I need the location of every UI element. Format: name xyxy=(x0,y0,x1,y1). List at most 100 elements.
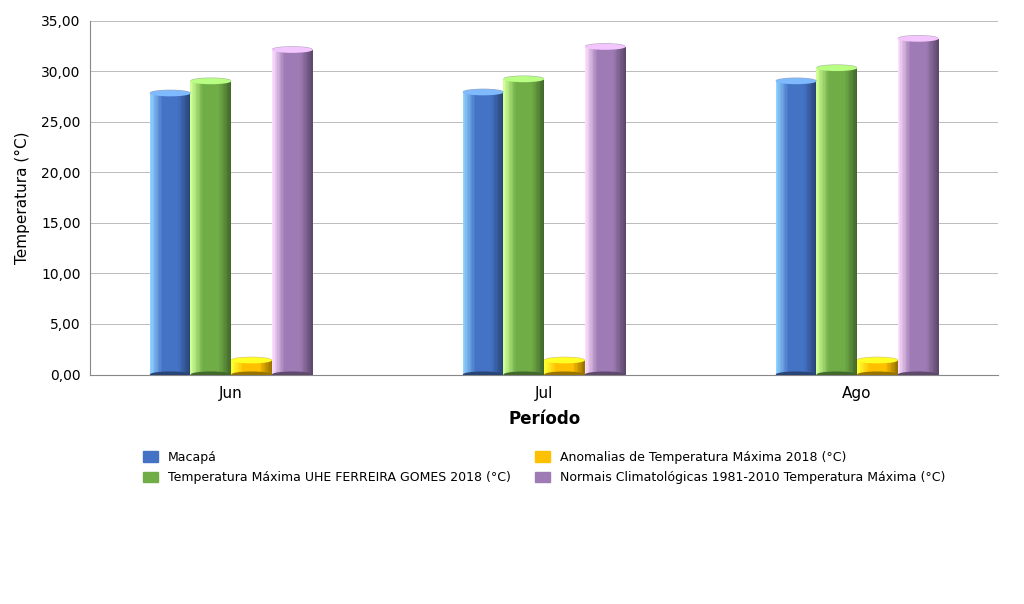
Bar xyxy=(516,79,517,374)
Ellipse shape xyxy=(271,371,312,378)
Bar xyxy=(477,92,479,374)
Bar xyxy=(296,50,298,374)
Ellipse shape xyxy=(776,77,816,83)
Bar xyxy=(539,79,541,374)
Bar xyxy=(937,39,939,374)
Bar xyxy=(896,361,898,374)
Bar xyxy=(543,79,545,374)
Bar xyxy=(827,68,829,374)
Ellipse shape xyxy=(816,65,857,71)
Ellipse shape xyxy=(463,89,504,95)
Bar xyxy=(776,81,777,374)
Bar xyxy=(513,79,515,374)
Bar xyxy=(794,81,795,374)
Bar xyxy=(509,79,511,374)
Bar xyxy=(815,81,817,374)
Bar xyxy=(551,361,553,374)
Bar xyxy=(538,79,539,374)
Bar xyxy=(790,81,791,374)
Bar xyxy=(260,361,261,374)
Bar xyxy=(546,361,547,374)
Bar xyxy=(152,94,153,374)
Bar xyxy=(540,79,542,374)
Bar xyxy=(265,361,267,374)
Bar xyxy=(890,361,891,374)
Bar xyxy=(933,39,935,374)
Bar xyxy=(550,361,551,374)
Bar xyxy=(497,92,499,374)
Bar xyxy=(873,361,876,374)
Bar xyxy=(245,361,247,374)
Bar xyxy=(833,68,835,374)
Bar xyxy=(182,94,184,374)
Bar xyxy=(853,68,855,374)
Bar xyxy=(261,361,263,374)
Bar xyxy=(487,92,488,374)
Bar xyxy=(156,94,157,374)
Bar xyxy=(590,47,592,374)
Bar xyxy=(848,68,849,374)
Bar xyxy=(849,68,851,374)
Bar xyxy=(559,361,561,374)
Bar xyxy=(585,47,587,374)
Bar xyxy=(502,92,504,374)
Bar xyxy=(577,361,579,374)
Bar xyxy=(883,361,885,374)
Bar xyxy=(602,47,604,374)
Bar xyxy=(580,361,581,374)
Bar xyxy=(470,92,471,374)
Bar xyxy=(892,361,894,374)
Bar xyxy=(845,68,847,374)
Bar xyxy=(831,68,833,374)
Bar xyxy=(597,47,599,374)
Bar xyxy=(229,81,231,374)
Bar xyxy=(518,79,520,374)
Bar xyxy=(208,81,210,374)
Ellipse shape xyxy=(585,43,626,49)
Bar xyxy=(556,361,558,374)
Bar xyxy=(785,81,786,374)
Bar xyxy=(307,50,309,374)
Bar xyxy=(238,361,240,374)
Bar xyxy=(500,92,501,374)
Bar xyxy=(563,361,565,374)
Bar xyxy=(886,361,887,374)
Bar xyxy=(834,68,836,374)
Bar xyxy=(791,81,793,374)
Bar xyxy=(617,47,620,374)
Ellipse shape xyxy=(150,90,190,97)
Bar xyxy=(266,361,268,374)
Bar xyxy=(526,79,528,374)
Bar xyxy=(471,92,472,374)
Bar xyxy=(303,50,305,374)
Bar xyxy=(241,361,243,374)
Bar xyxy=(298,50,299,374)
Bar xyxy=(562,361,563,374)
Bar xyxy=(923,39,924,374)
Bar xyxy=(777,81,778,374)
Bar xyxy=(280,50,282,374)
Bar xyxy=(564,361,566,374)
Bar xyxy=(474,92,475,374)
Bar xyxy=(598,47,600,374)
Bar xyxy=(246,361,248,374)
Ellipse shape xyxy=(190,371,231,378)
Bar xyxy=(798,81,799,374)
Bar xyxy=(493,92,495,374)
Bar xyxy=(299,50,301,374)
Bar xyxy=(844,68,845,374)
Bar xyxy=(596,47,597,374)
Bar xyxy=(882,361,883,374)
Bar xyxy=(858,361,860,374)
Bar xyxy=(906,39,907,374)
Bar xyxy=(154,94,156,374)
Bar xyxy=(613,47,615,374)
Bar xyxy=(796,81,798,374)
Bar xyxy=(547,361,549,374)
Bar xyxy=(190,81,193,374)
Bar xyxy=(874,361,877,374)
Bar xyxy=(162,94,164,374)
Bar xyxy=(262,361,264,374)
Ellipse shape xyxy=(463,371,504,378)
Bar xyxy=(501,92,503,374)
